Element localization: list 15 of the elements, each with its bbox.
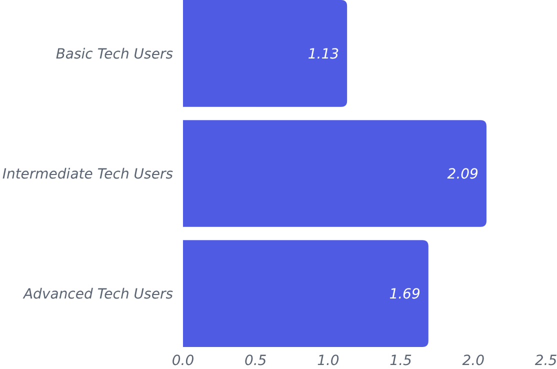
y-tick-label: Advanced Tech Users <box>22 286 173 302</box>
x-tick-label: 0.0 <box>172 353 194 369</box>
x-tick-label: 1.0 <box>317 353 340 369</box>
x-tick-label: 2.5 <box>534 353 557 369</box>
y-tick-label: Intermediate Tech Users <box>2 166 173 182</box>
data-label: 1.13 <box>308 46 340 62</box>
y-tick-label: Basic Tech Users <box>56 46 173 62</box>
bar <box>183 0 348 107</box>
bar <box>183 120 486 227</box>
data-label: 2.09 <box>447 166 479 182</box>
data-label: 1.69 <box>389 286 420 302</box>
bar <box>183 240 428 347</box>
x-tick-label: 1.5 <box>390 353 412 369</box>
x-tick-label: 0.5 <box>244 353 267 369</box>
x-tick-label: 2.0 <box>462 353 485 369</box>
